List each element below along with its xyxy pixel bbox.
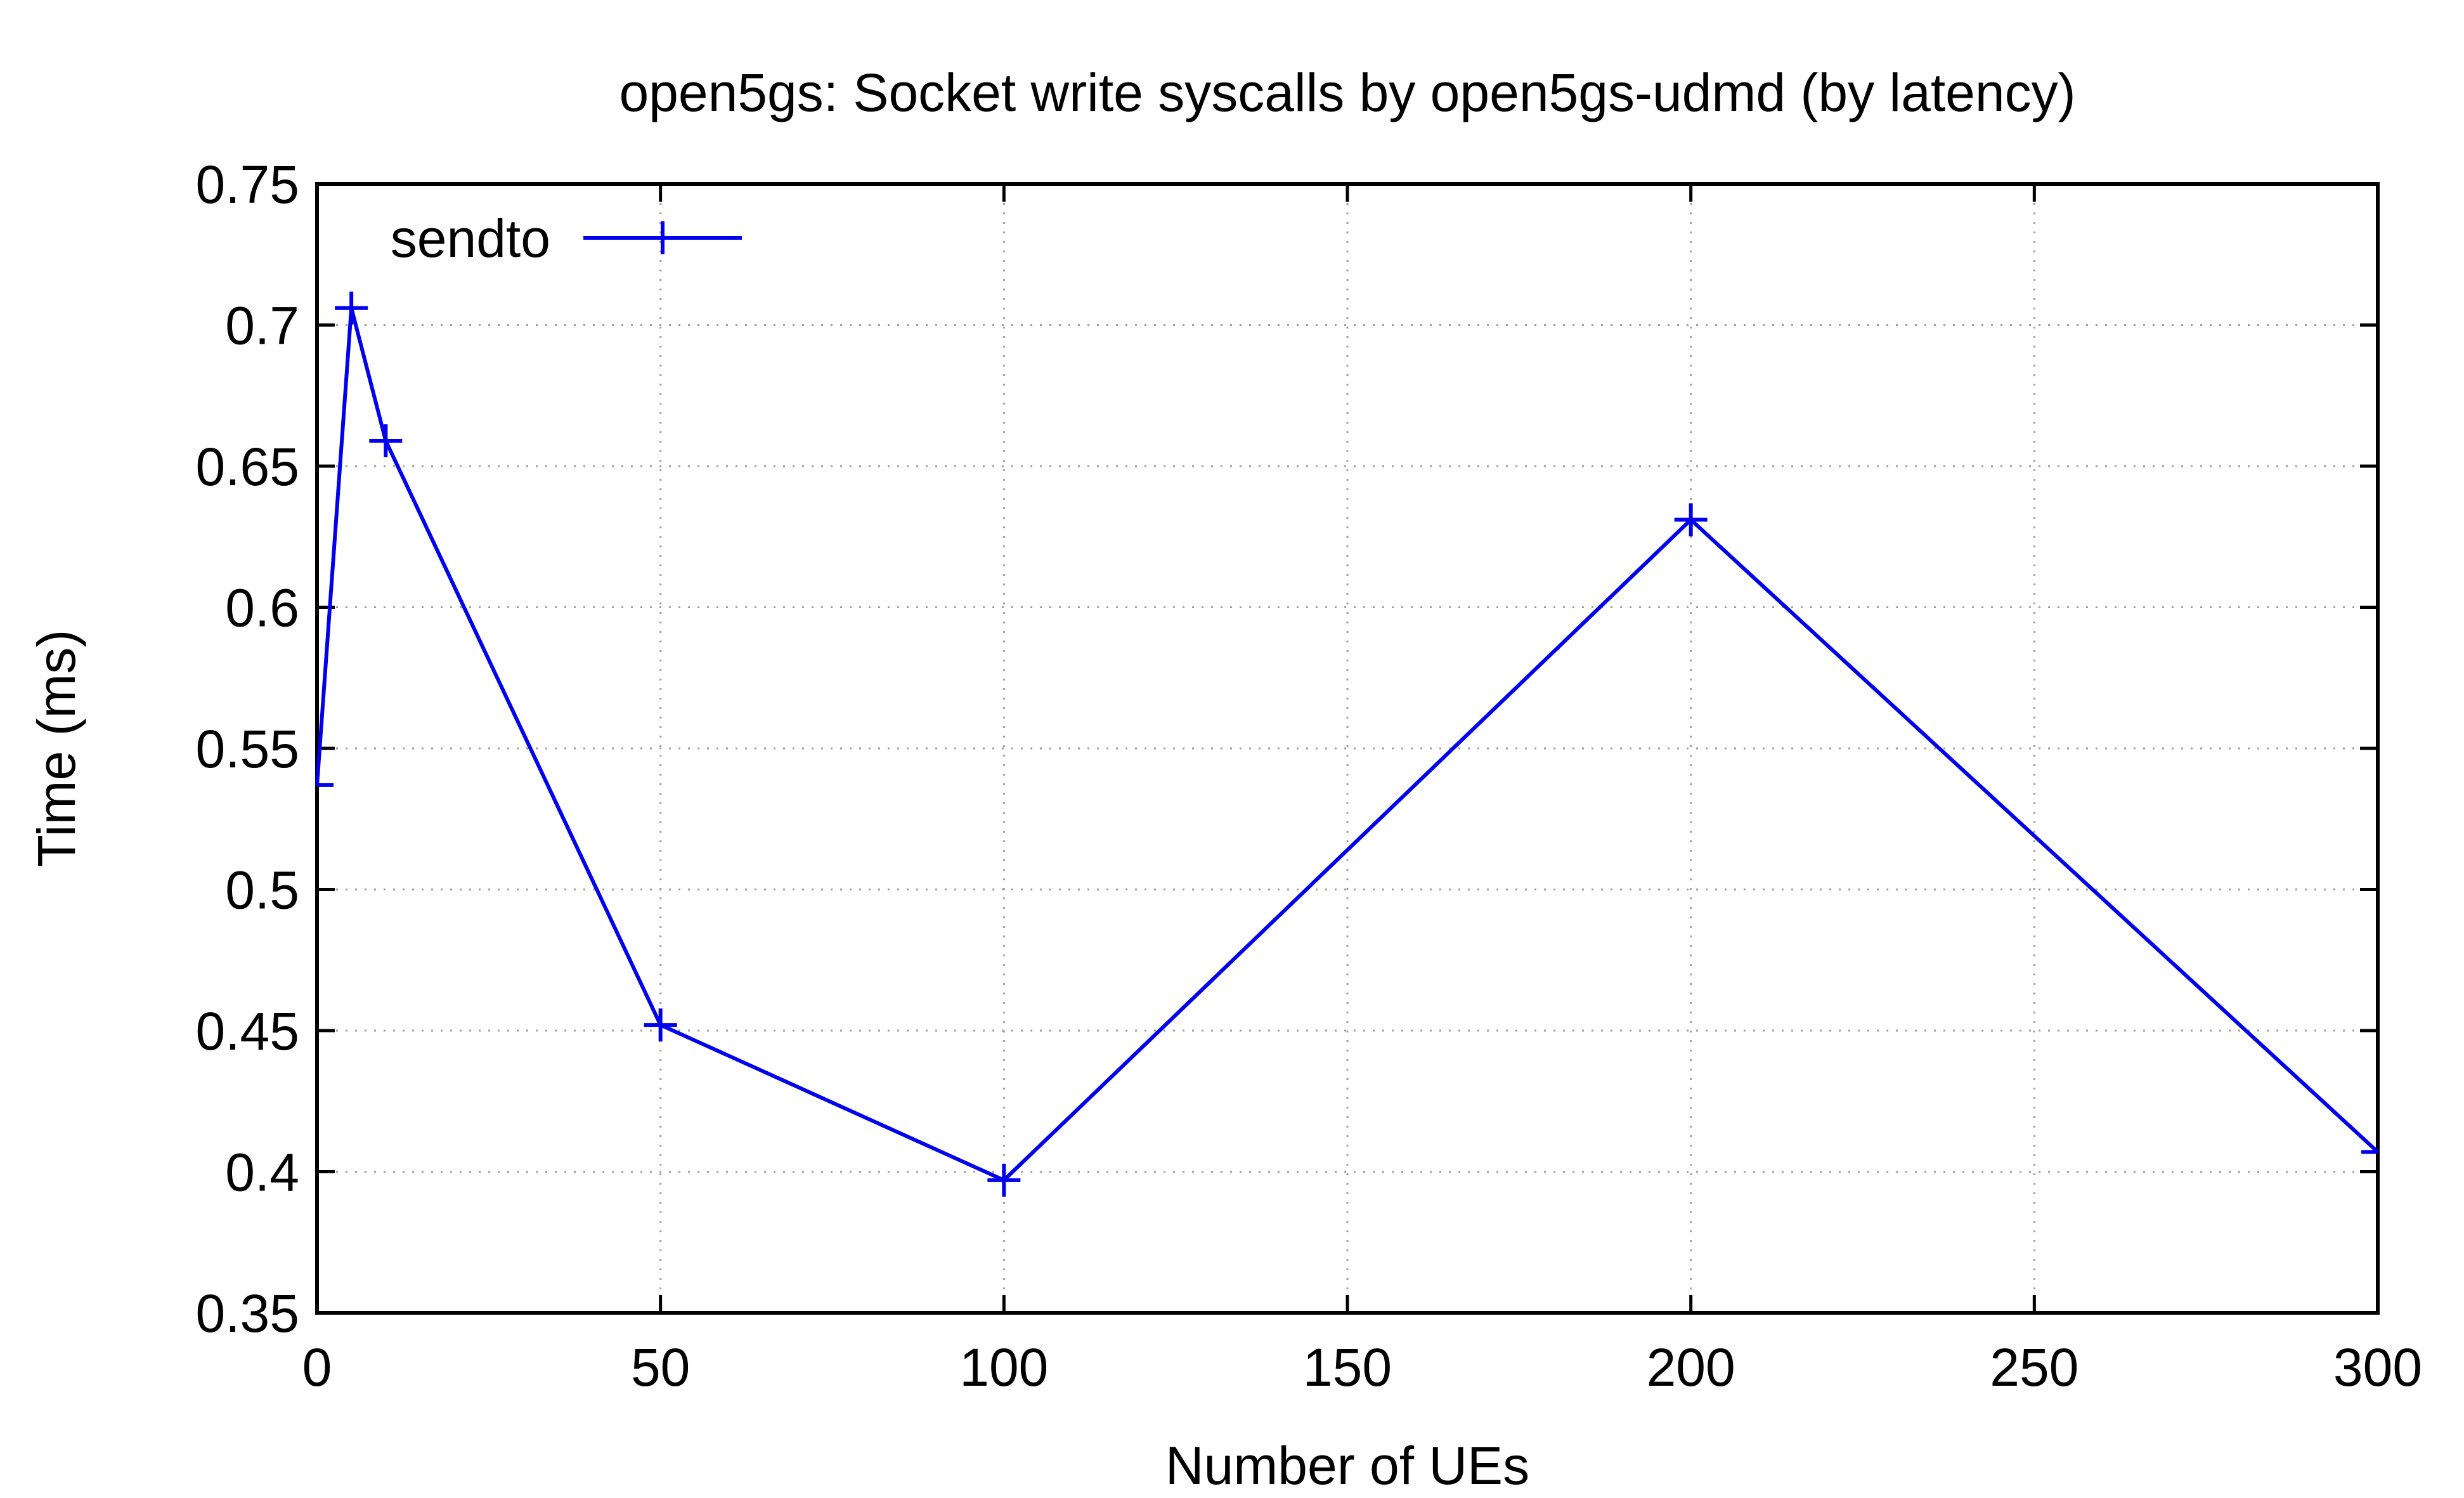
x-tick-label: 0	[302, 1338, 332, 1397]
y-tick-label: 0.55	[196, 719, 300, 779]
y-tick-label: 0.75	[196, 155, 300, 214]
y-tick-label: 0.45	[196, 1001, 300, 1061]
y-tick-label: 0.7	[225, 296, 299, 356]
data-point-marker	[644, 1008, 677, 1042]
x-tick-label: 300	[2333, 1338, 2422, 1397]
legend: sendto	[391, 209, 742, 268]
y-tick-label: 0.6	[225, 578, 299, 638]
data-point-marker	[1674, 503, 1708, 537]
y-tick-label: 0.35	[196, 1284, 300, 1343]
legend-marker-sendto	[646, 221, 679, 254]
x-axis-label: Number of UEs	[1165, 1436, 1529, 1495]
y-axis-label: Time (ms)	[27, 630, 86, 868]
data-point-marker	[369, 424, 403, 457]
y-tick-label: 0.65	[196, 437, 300, 497]
legend-label-sendto: sendto	[391, 209, 550, 268]
grid-lines	[317, 184, 2378, 1313]
axis-ticks: 0 50 100 150 200 250 300 0.35 0.4 0.45 0.5 0.55 0.6 0…	[196, 155, 2423, 1397]
data-point-marker	[335, 291, 368, 325]
x-tick-label: 100	[959, 1338, 1048, 1397]
x-tick-label: 50	[631, 1338, 690, 1397]
x-tick-label: 150	[1303, 1338, 1392, 1397]
chart-title: open5gs: Socket write syscalls by open5g…	[619, 63, 2075, 122]
y-tick-label: 0.4	[225, 1143, 299, 1202]
x-tick-label: 200	[1647, 1338, 1735, 1397]
series-line-sendto	[315, 308, 2380, 1183]
y-tick-label: 0.5	[225, 861, 299, 920]
x-tick-label: 250	[1990, 1338, 2078, 1397]
series-layer	[315, 291, 2380, 1197]
data-point-marker	[987, 1163, 1021, 1197]
